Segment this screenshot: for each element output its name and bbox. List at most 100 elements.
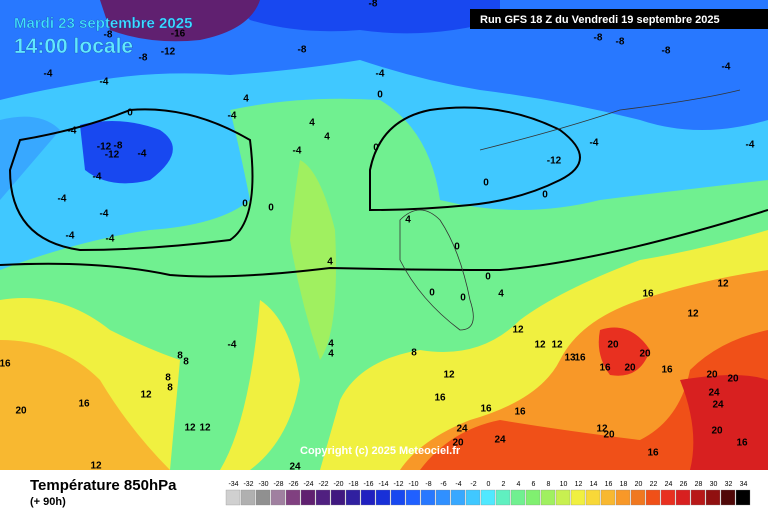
contour-label: 0	[483, 178, 489, 189]
colorbar: -34 -32 -30 -28 -26 -24 -22 -20 -18 -16 -14 -12 -10-…	[225, 481, 751, 506]
contour-label: 12	[596, 424, 608, 435]
colorbar-tick-label: -28	[273, 481, 283, 488]
contour-label: 12	[199, 423, 211, 434]
contour-label: 24	[494, 435, 506, 446]
colorbar-swatch	[435, 489, 451, 506]
contour-label: 4	[309, 118, 315, 129]
date: Mardi 23 septembre 2025	[14, 15, 192, 32]
contour-label: 12	[140, 390, 152, 401]
contour-label: 0	[268, 203, 274, 214]
contour-label: -8	[369, 0, 378, 10]
colorbar-swatch	[735, 489, 751, 506]
colorbar-tick-label: -16	[363, 481, 373, 488]
contour-label: 8	[177, 351, 183, 362]
contour-label: 16	[0, 359, 11, 370]
colorbar-tick-label: 8	[547, 481, 551, 488]
colorbar-swatch	[270, 489, 286, 506]
colorbar-swatch	[630, 489, 646, 506]
contour-label: 12	[717, 279, 729, 290]
colorbar-tick-label: 10	[560, 481, 568, 488]
contour-label: -4	[376, 69, 385, 80]
colorbar-tick-label: 12	[575, 481, 583, 488]
contour-label: 8	[167, 383, 173, 394]
copyright: Copyright (c) 2025 Meteociel.fr	[300, 445, 461, 457]
contour-label: 20	[624, 363, 636, 374]
colorbar-tick-label: 30	[710, 481, 718, 488]
colorbar-swatch	[720, 489, 736, 506]
contour-label: -4	[100, 77, 109, 88]
contour-label: 16	[78, 399, 90, 410]
colorbar-tick-label: -32	[243, 481, 253, 488]
contour-label: 16	[661, 365, 673, 376]
colorbar-swatch	[570, 489, 586, 506]
contour-label: 24	[289, 462, 301, 473]
colorbar-swatch	[480, 489, 496, 506]
colorbar-tick-label: -24	[303, 481, 313, 488]
contour-label: -4	[100, 209, 109, 220]
hot-region	[420, 330, 768, 470]
contour-label: -4	[722, 62, 731, 73]
contour-label: -4	[293, 146, 302, 157]
colorbar-swatch	[465, 489, 481, 506]
contour-label: 0	[242, 199, 248, 210]
coastline	[399, 89, 741, 331]
contour-label: 0	[485, 272, 491, 283]
contour-label: 12	[534, 340, 546, 351]
contour-label: -8	[104, 30, 113, 41]
contour-label: 12	[90, 461, 102, 472]
contour-label: -4	[68, 126, 77, 137]
contour-label: 16	[434, 393, 446, 404]
contour-label: 8	[183, 357, 189, 368]
run-box	[470, 9, 768, 29]
colorbar-swatch	[300, 489, 316, 506]
colorbar-swatch	[660, 489, 676, 506]
time: 14:00 locale	[14, 35, 133, 58]
colorbar-tick-label: 28	[695, 481, 703, 488]
contour-label: 0	[373, 143, 379, 154]
contour-label: -4	[93, 172, 102, 183]
contour-label: -12	[97, 142, 112, 153]
colorbar-swatch	[450, 489, 466, 506]
contour-label: 4	[328, 339, 334, 350]
contour-label: -4	[58, 194, 67, 205]
colorbar-tick-label: -30	[258, 481, 268, 488]
cold-core	[100, 0, 260, 42]
contour-label: 0	[377, 90, 383, 101]
colorbar-tick-label: -26	[288, 481, 298, 488]
cold-core	[80, 121, 173, 184]
contour-label: -12	[105, 150, 120, 161]
contour-label: 0	[454, 242, 460, 253]
contour-label: 24	[456, 424, 468, 435]
contour-label: 20	[452, 438, 464, 449]
contour-label: 16	[574, 353, 586, 364]
colorbar-swatch	[360, 489, 376, 506]
colorbar-swatch	[690, 489, 706, 506]
warm-region	[220, 300, 300, 470]
colorbar-swatch	[330, 489, 346, 506]
cold-core	[230, 0, 500, 34]
colorbar-swatch	[555, 489, 571, 506]
warm-region	[0, 340, 170, 470]
colorbar-tick-label: -10	[408, 481, 418, 488]
contour-label: 4	[498, 289, 504, 300]
contour-label: 4	[405, 215, 411, 226]
contour-label: 20	[711, 426, 723, 437]
colorbar-swatch	[705, 489, 721, 506]
colorbar-tick-label: 32	[725, 481, 733, 488]
contour-label: -4	[106, 234, 115, 245]
contour-label: -4	[590, 138, 599, 149]
contour-label: -8	[114, 141, 123, 152]
colorbar-tick-label: -6	[440, 481, 446, 488]
contour-label: -16	[171, 29, 186, 40]
colorbar-tick-label: -2	[470, 481, 476, 488]
colorbar-tick-label: 24	[665, 481, 673, 488]
colorbar-swatch	[390, 489, 406, 506]
contour-label: 4	[243, 94, 249, 105]
colorbar-swatch	[285, 489, 301, 506]
colorbar-swatch	[405, 489, 421, 506]
contour-label: 24	[708, 388, 720, 399]
colorbar-tick-label: 2	[502, 481, 506, 488]
colorbar-swatch	[675, 489, 691, 506]
contour-label: 20	[607, 340, 619, 351]
